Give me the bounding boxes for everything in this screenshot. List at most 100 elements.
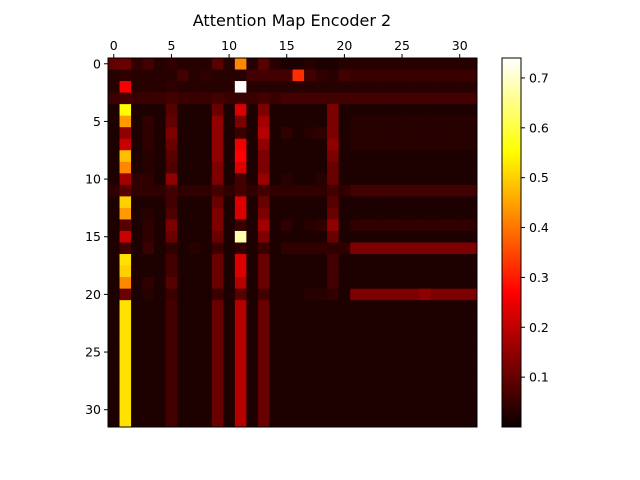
heatmap-cell [442,92,455,105]
heatmap-cell [280,219,293,232]
heatmap-cell [177,150,190,163]
heatmap-cell [304,311,316,324]
heatmap-cell [211,357,224,370]
heatmap-cell [234,369,247,382]
heatmap-cell [338,230,351,243]
heatmap-cell [315,150,328,163]
heatmap-cell [223,334,236,347]
heatmap-cell [154,184,167,197]
heatmap-cell [338,265,351,278]
heatmap-cell [142,369,155,382]
heatmap-cell [200,242,213,255]
heatmap-cell [453,92,466,105]
heatmap-cell [419,196,432,209]
heatmap-cell [338,254,351,266]
heatmap-cell [430,357,443,370]
heatmap-cell [419,334,432,347]
heatmap-cell [373,230,386,243]
heatmap-cell [453,392,466,405]
heatmap-cell [142,230,155,243]
heatmap-cell [280,230,293,243]
heatmap-cell [234,207,247,220]
heatmap-cell [177,92,190,105]
heatmap-cell [200,334,213,347]
heatmap-cell [419,69,432,82]
colorbar-tick-label: 0.4 [529,220,549,235]
heatmap-cell [131,230,143,243]
heatmap-cell [407,369,420,382]
y-tick-label: 0 [93,56,101,71]
heatmap-cell [384,242,397,255]
heatmap-cell [142,138,155,151]
heatmap-cell [223,230,236,243]
heatmap-cell [188,323,201,336]
heatmap-cell [292,242,305,255]
heatmap-cell [177,403,190,416]
heatmap-cell [223,92,236,105]
heatmap-cell [246,127,259,140]
heatmap-cell [234,104,247,117]
heatmap-cell [327,138,340,151]
heatmap-cell [131,219,143,232]
heatmap-cell [211,92,224,105]
heatmap-cell [384,334,397,347]
heatmap-cell [246,230,259,243]
heatmap-cell [211,323,224,336]
heatmap-cell [442,127,455,140]
heatmap-cell [315,311,328,324]
heatmap-cell [108,127,120,140]
heatmap-cell [465,150,478,163]
heatmap-cell [315,127,328,140]
heatmap-cell [384,138,397,151]
heatmap-cell [257,69,270,82]
heatmap-cell [223,242,236,255]
heatmap-cell [119,311,132,324]
heatmap-cell [292,81,305,93]
heatmap-cell [211,277,224,290]
heatmap-cell [246,277,259,290]
heatmap-cell [108,115,120,128]
heatmap-cell [223,415,236,428]
heatmap-cell [119,127,132,140]
heatmap-cell [419,207,432,220]
heatmap-cell [327,184,340,197]
heatmap-cell [361,219,374,232]
heatmap-cell [419,415,432,428]
heatmap-cell [350,150,363,163]
heatmap-cell [327,69,340,82]
heatmap-cell [453,288,466,301]
heatmap-cell [361,127,374,140]
heatmap-cell [407,219,420,232]
heatmap-cell [177,369,190,382]
heatmap-cell [315,138,328,151]
y-tick-label: 15 [85,229,101,244]
heatmap-cell [430,311,443,324]
heatmap-cell [373,277,386,290]
heatmap-cell [269,184,282,197]
heatmap-cell [338,334,351,347]
heatmap-cell [257,81,270,93]
heatmap-cell [108,92,120,105]
heatmap-cell [327,104,340,117]
heatmap-cell [177,323,190,336]
x-tick-label: 30 [452,38,468,53]
heatmap-cell [396,311,409,324]
heatmap-cell [119,254,132,266]
heatmap-cell [154,161,167,174]
heatmap-cell [465,254,478,266]
heatmap-cell [119,357,132,370]
heatmap-cell [327,357,340,370]
heatmap-cell [119,230,132,243]
heatmap-cell [154,357,167,370]
heatmap-cell [315,300,328,313]
heatmap-cell [246,69,259,82]
heatmap-cell [119,58,132,70]
heatmap-cell [304,127,316,140]
heatmap-cell [453,219,466,232]
heatmap-cell [200,81,213,93]
heatmap-cell [154,300,167,313]
heatmap-cell [350,311,363,324]
heatmap-cell [292,300,305,313]
heatmap-cell [246,392,259,405]
heatmap-cell [108,277,120,290]
